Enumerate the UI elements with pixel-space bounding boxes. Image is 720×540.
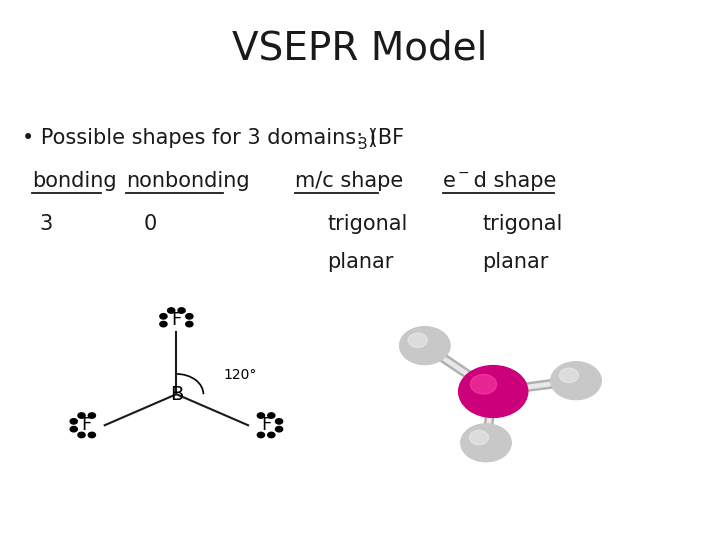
Circle shape [160, 321, 167, 327]
Text: • Possible shapes for 3 domains: (BF: • Possible shapes for 3 domains: (BF [22, 127, 404, 148]
Circle shape [70, 418, 77, 424]
Text: m/c shape: m/c shape [295, 171, 403, 191]
Text: F: F [261, 416, 271, 434]
Circle shape [89, 413, 96, 418]
Text: trigonal: trigonal [482, 214, 563, 234]
Circle shape [268, 413, 275, 418]
Circle shape [178, 308, 185, 313]
Circle shape [405, 331, 448, 363]
Circle shape [257, 413, 264, 418]
Text: VSEPR Model: VSEPR Model [233, 30, 487, 68]
Circle shape [408, 333, 428, 348]
Circle shape [556, 366, 599, 399]
Circle shape [160, 314, 167, 319]
Circle shape [89, 432, 96, 437]
Circle shape [168, 308, 175, 313]
Text: trigonal: trigonal [328, 214, 408, 234]
Circle shape [268, 432, 275, 437]
Text: 3: 3 [358, 137, 368, 152]
Circle shape [459, 366, 528, 417]
Circle shape [470, 374, 497, 394]
Text: nonbonding: nonbonding [126, 171, 250, 191]
Text: 120°: 120° [223, 368, 256, 382]
Text: F: F [171, 311, 181, 329]
Text: F: F [81, 416, 92, 434]
Text: B: B [170, 384, 183, 404]
Text: ): ) [367, 127, 375, 148]
Circle shape [78, 413, 85, 418]
Circle shape [400, 327, 450, 364]
Text: planar: planar [482, 252, 549, 272]
Circle shape [186, 321, 193, 327]
Circle shape [469, 430, 489, 444]
Circle shape [461, 424, 511, 462]
Circle shape [551, 362, 601, 400]
Text: d shape: d shape [467, 171, 556, 191]
Text: bonding: bonding [32, 171, 117, 191]
Text: e: e [443, 171, 456, 191]
Circle shape [70, 427, 77, 432]
Circle shape [257, 432, 264, 437]
Text: planar: planar [328, 252, 394, 272]
Circle shape [276, 427, 283, 432]
Text: 0: 0 [144, 214, 157, 234]
Circle shape [276, 418, 283, 424]
Circle shape [186, 314, 193, 319]
Circle shape [559, 368, 579, 382]
Circle shape [78, 432, 85, 437]
Circle shape [466, 372, 524, 416]
Text: 3: 3 [40, 214, 53, 234]
Text: −: − [457, 166, 469, 180]
Circle shape [466, 428, 509, 461]
